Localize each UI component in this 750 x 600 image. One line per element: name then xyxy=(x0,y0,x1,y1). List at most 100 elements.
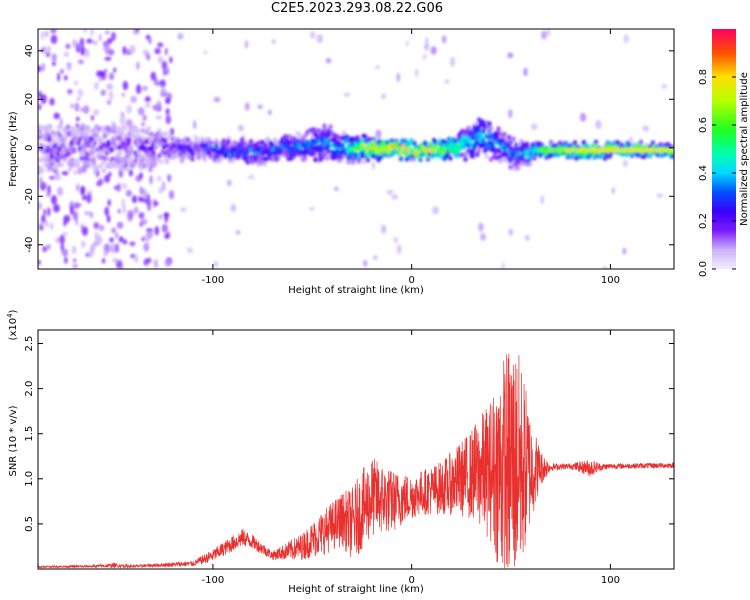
spectrogram-cell xyxy=(145,156,150,162)
spectrogram-cell xyxy=(424,43,430,51)
spectrogram-cell xyxy=(76,160,81,166)
spectrogram-cell xyxy=(91,157,96,163)
spectrogram-cell xyxy=(623,159,628,168)
spectrogram-cell xyxy=(143,242,150,252)
spectrogram-cell xyxy=(53,204,60,213)
spectrogram-cell xyxy=(75,43,81,53)
snr-xtick-label: 100 xyxy=(601,575,620,586)
spectrogram-cell xyxy=(117,182,121,193)
spectrogram-cell xyxy=(263,143,269,149)
spectrogram-cell xyxy=(478,222,484,232)
spectrogram-cell xyxy=(66,62,72,72)
spectrogram-cell xyxy=(334,186,339,191)
spectrogram-cell xyxy=(563,142,569,148)
spectrogram-cell xyxy=(82,195,87,201)
spectrogram-cell xyxy=(313,157,318,163)
spectrogram-cell xyxy=(316,34,323,44)
spectrogram-cell xyxy=(311,151,317,157)
spectrogram-cell xyxy=(527,161,533,167)
spectrogram-cell xyxy=(69,205,74,216)
spectrogram-cell xyxy=(47,207,51,217)
spectrogram-cell xyxy=(127,209,134,220)
spectrogram-frame xyxy=(37,28,675,270)
spectrogram-cell xyxy=(80,45,86,56)
snr-ytick-label: 1.0 xyxy=(24,471,35,487)
spectrogram-cell xyxy=(103,68,108,74)
spectrogram-cell xyxy=(460,128,465,134)
spectrogram-cell xyxy=(98,34,102,42)
snr-series-line xyxy=(38,353,674,569)
colorbar-gradient xyxy=(712,29,736,269)
spectrogram-cell xyxy=(77,59,84,65)
spectrogram-cell xyxy=(65,43,71,50)
spectrogram-cell xyxy=(67,148,72,154)
spectrogram-cell xyxy=(70,103,74,109)
spectrogram-cell xyxy=(572,140,578,146)
spectrogram-cell xyxy=(63,51,70,58)
spectrogram-cell xyxy=(50,138,56,144)
spectrogram-cell xyxy=(374,65,381,70)
spectrogram-cell xyxy=(63,75,68,81)
snr-axes: -100 0 100 0.5 1.0 1.5 2.0 2.5 xyxy=(24,330,674,586)
spectrogram-cell xyxy=(133,158,138,164)
spectrogram-cell xyxy=(515,151,521,157)
spectrogram-cell xyxy=(137,107,145,116)
spectrogram-cell xyxy=(381,224,387,234)
spectrogram-cell xyxy=(64,256,68,264)
spectrogram-cell xyxy=(496,126,501,132)
spectrogram-cell xyxy=(126,104,132,114)
spectrogram-cell xyxy=(61,171,69,176)
spectrogram-cell xyxy=(108,49,115,56)
spectrogram-cell xyxy=(131,125,137,130)
spectrogram-cell xyxy=(525,234,530,241)
spectrogram-cell xyxy=(73,169,78,175)
spectrogram-cell xyxy=(143,189,148,200)
spectrogram-cell xyxy=(658,142,663,148)
spectrogram-cell xyxy=(139,221,143,228)
spectrogram-cell xyxy=(109,237,114,243)
spectrogram-cell xyxy=(61,248,69,257)
spectrogram-cell xyxy=(405,40,409,47)
spectrogram-cell xyxy=(213,260,218,268)
spectrogram-cell xyxy=(83,105,90,114)
spectrogram-cell xyxy=(110,140,116,146)
spectrogram-cell xyxy=(670,153,674,159)
spectrogram-cell xyxy=(119,166,125,172)
spectrogram-cell xyxy=(49,175,55,180)
spectrogram-cell xyxy=(502,157,507,163)
colorbar-tick-label: 0.4 xyxy=(698,165,709,181)
spectrogram-cell xyxy=(154,47,161,55)
spectrogram-cell xyxy=(515,165,521,171)
spectrogram-cell xyxy=(127,155,132,161)
spectrogram-cell xyxy=(154,201,159,206)
spectrogram-cell xyxy=(128,148,134,154)
spectrogram-cell xyxy=(113,185,119,191)
spectrogram-cell xyxy=(311,127,317,133)
spectrogram-cell xyxy=(164,143,170,148)
spectrogram-cell xyxy=(112,257,118,263)
snr-xtick-label: -100 xyxy=(202,575,225,586)
spectrogram-cell xyxy=(127,132,132,137)
spectrogram-cell xyxy=(112,124,117,129)
spectrogram-cell xyxy=(100,136,105,142)
spectrogram-cell xyxy=(375,129,382,139)
spectrogram-cell xyxy=(475,140,480,146)
spectrogram-cell xyxy=(44,220,49,228)
spectrogram-cell xyxy=(398,156,404,162)
spectrogram-cell xyxy=(47,126,53,132)
spectrogram-cell xyxy=(257,104,263,110)
spectrogram-ytick-label: 0 xyxy=(24,145,35,151)
spectrogram-cell xyxy=(114,243,120,253)
spectrogram-cell xyxy=(55,158,60,164)
spectrogram-cell xyxy=(111,227,117,234)
spectrogram-cell xyxy=(108,90,114,101)
spectrogram-cell xyxy=(340,143,345,149)
spectrogram-cell xyxy=(403,138,408,144)
spectrogram-cell xyxy=(51,195,57,205)
spectrogram-cell xyxy=(325,57,332,64)
spectrogram-cell xyxy=(136,128,141,134)
snr-plot: -100 0 100 0.5 1.0 1.5 2.0 2.5 Height of straig… xyxy=(6,309,675,595)
spectrogram-cell xyxy=(40,30,45,41)
spectrogram-cell xyxy=(128,144,134,150)
spectrogram-cell xyxy=(133,206,139,214)
